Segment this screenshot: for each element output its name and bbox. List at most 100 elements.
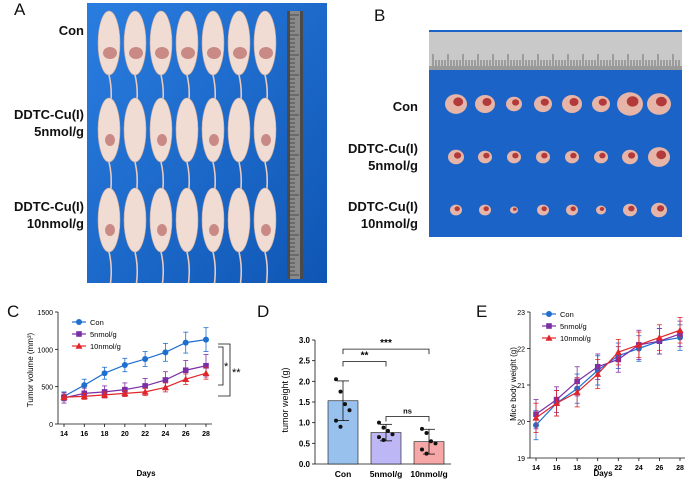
panel-label-e: E xyxy=(476,302,488,321)
group-label-low-b: DDTC-Cu(I) 5nmol/g xyxy=(330,140,418,174)
tumor-hemorrhage xyxy=(656,96,667,107)
group-label-high-a: DDTC-Cu(I) 10nmol/g xyxy=(0,198,84,232)
group-label-line2: 5nmol/g xyxy=(34,124,84,139)
mouse-tumor xyxy=(157,134,167,146)
legend-marker xyxy=(546,311,552,317)
data-point xyxy=(573,388,581,396)
tumor-hemorrhage xyxy=(628,205,635,212)
data-point xyxy=(182,375,190,382)
data-point xyxy=(386,428,390,433)
data-point xyxy=(162,349,169,356)
y-tick-label: 500 xyxy=(41,385,53,392)
y-tick-label: 23 xyxy=(517,310,525,317)
x-tick-label: 10nmol/g xyxy=(410,469,447,479)
mouse-tumor xyxy=(105,224,115,236)
data-point xyxy=(81,382,88,389)
sig-label-1: * xyxy=(224,361,229,373)
tumor-photo-illustration xyxy=(429,30,682,237)
data-point xyxy=(614,348,622,355)
x-tick-label: 20 xyxy=(121,431,129,438)
mouse-tail xyxy=(264,251,269,283)
tumor-hemorrhage xyxy=(454,152,462,159)
y-tick-label: 0.5 xyxy=(299,439,311,448)
data-point xyxy=(60,393,68,400)
x-axis-label: Days xyxy=(593,469,613,478)
panel-label-a: A xyxy=(14,0,26,19)
data-point xyxy=(203,362,209,369)
mouse-body xyxy=(175,97,199,163)
mice-photo xyxy=(87,3,327,283)
legend-label: 5nmol/g xyxy=(90,330,117,339)
data-point xyxy=(122,386,128,393)
x-tick-label: 16 xyxy=(553,465,561,472)
tumor-photo xyxy=(429,30,682,237)
data-point xyxy=(101,391,109,398)
tumor-hemorrhage xyxy=(598,98,607,106)
data-point xyxy=(182,339,189,346)
group-label-line2: 10nmol/g xyxy=(26,216,84,231)
tumor-hemorrhage xyxy=(512,99,520,106)
mouse-tumor xyxy=(207,47,221,59)
mouse-tumor xyxy=(209,134,219,146)
data-point xyxy=(121,362,128,369)
mice-photo-illustration xyxy=(87,3,327,283)
x-tick-label: 28 xyxy=(676,465,684,472)
y-axis-label: Mice body weight (g) xyxy=(509,347,518,421)
tumor-hemorrhage xyxy=(657,205,665,212)
group-label-low-a: DDTC-Cu(I) 5nmol/g xyxy=(0,106,84,140)
mouse-tumor xyxy=(261,224,271,236)
data-point xyxy=(553,399,561,407)
y-tick-label: 1.5 xyxy=(299,398,311,407)
mouse-body xyxy=(253,10,277,76)
group-label-con-a: Con xyxy=(0,22,84,39)
tumor-hemorrhage xyxy=(626,96,639,107)
x-tick-label: 18 xyxy=(101,431,109,438)
legend-marker xyxy=(76,331,82,337)
data-point xyxy=(334,377,338,382)
data-point xyxy=(162,377,169,383)
y-tick-label: 21 xyxy=(517,383,525,390)
y-tick-label: 3.0 xyxy=(299,336,311,345)
bracket-con-vs-5 xyxy=(218,346,224,386)
y-tick-label: 1500 xyxy=(37,310,53,317)
group-label-line1: DDTC-Cu(I) xyxy=(347,141,418,156)
group-label-line2: 5nmol/g xyxy=(368,158,418,173)
data-point xyxy=(424,451,429,456)
group-label-high-b: DDTC-Cu(I) 10nmol/g xyxy=(330,198,418,232)
data-point xyxy=(347,408,352,413)
group-label-text: Con xyxy=(392,99,418,114)
tumor-hemorrhage xyxy=(570,206,576,212)
x-tick-label: 24 xyxy=(635,465,643,472)
comparison-label: ns xyxy=(403,406,412,415)
y-tick-label: 2.0 xyxy=(299,377,311,386)
data-point xyxy=(343,402,347,407)
tumor-weight-chart: 0.0 0.5 1.0 1.5 2.0 2.5 3.0 tumor weight (g) C… xyxy=(280,336,451,479)
x-tick-label: 26 xyxy=(656,465,664,472)
legend-marker xyxy=(76,319,82,325)
tumor-hemorrhage xyxy=(541,206,547,212)
group-label-text: Con xyxy=(58,23,84,38)
data-point xyxy=(635,341,643,348)
x-tick-label: 18 xyxy=(573,465,581,472)
data-point xyxy=(142,383,148,389)
bracket-con-vs-10 xyxy=(218,343,231,397)
panel-label-b: B xyxy=(374,6,386,25)
sig-label-2: ** xyxy=(232,367,241,379)
data-point xyxy=(381,438,386,443)
mouse-body xyxy=(123,187,147,253)
series-line xyxy=(535,329,681,419)
x-tick-label: 14 xyxy=(60,431,68,438)
tumor-hemorrhage xyxy=(454,206,460,212)
legend-marker xyxy=(545,334,553,341)
significance-brackets xyxy=(218,343,231,397)
y-tick-label: 0.0 xyxy=(299,460,311,469)
legend-marker xyxy=(75,342,83,349)
data-point xyxy=(202,369,210,377)
legend-label: Con xyxy=(560,310,574,319)
data-point xyxy=(121,389,129,397)
mouse-tail xyxy=(212,251,217,283)
comparison-label: *** xyxy=(380,338,392,349)
data-point xyxy=(161,383,169,391)
data-point xyxy=(655,334,663,341)
mouse-body xyxy=(97,187,121,253)
